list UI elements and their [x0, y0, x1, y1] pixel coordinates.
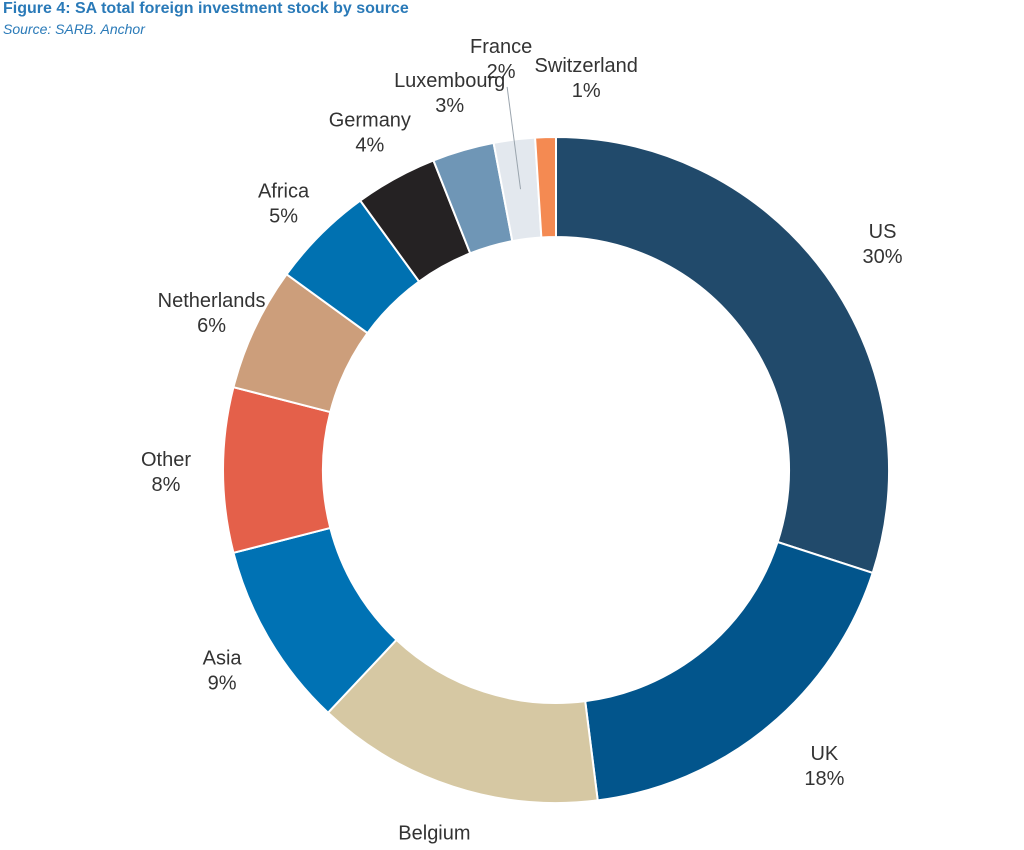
slice-percent: 3% [435, 95, 464, 117]
slice-label-france: France 2% [470, 36, 532, 83]
leader-line-france [506, 86, 522, 190]
slice-percent: 5% [269, 206, 298, 228]
slice-label-africa: Africa 5% [258, 181, 310, 228]
slice-label-other: Other 8% [141, 449, 191, 496]
slice-name: France [470, 36, 532, 58]
slice-label-uk: UK 18% [804, 743, 844, 790]
slice-label-us: US 30% [863, 221, 903, 268]
slice-name: UK [810, 743, 838, 765]
slice-percent: 8% [152, 474, 181, 496]
slice-percent: 18% [804, 768, 844, 790]
slice-name: Netherlands [158, 290, 266, 312]
slice-name: Germany [329, 109, 411, 131]
slice-name: Other [141, 449, 191, 471]
slice-name: US [869, 221, 897, 243]
slice-label-germany: Germany 4% [329, 109, 411, 156]
slice-labels: US 30% UK 18% Belgium 14% Asia 9% Other 8% Netherl… [141, 36, 903, 850]
slice-name: Africa [258, 181, 310, 203]
slice-label-luxembourg: Luxembourg 3% [394, 70, 505, 117]
slice-percent: 9% [208, 672, 237, 694]
chart-title: Figure 4: SA total foreign investment st… [3, 0, 409, 17]
slice-label-belgium: Belgium 14% [398, 823, 470, 850]
slice-percent: 4% [355, 134, 384, 156]
slice-label-asia: Asia 9% [203, 647, 243, 694]
slice-percent: 6% [197, 315, 226, 337]
donut-slices [222, 135, 891, 804]
slice-name: Belgium [398, 823, 470, 845]
slice-percent: 14% [414, 848, 454, 850]
leader-lines [506, 86, 522, 190]
slice-percent: 1% [572, 80, 601, 102]
slice-name: Luxembourg [394, 70, 505, 92]
slice-label-netherlands: Netherlands 6% [158, 290, 266, 337]
slice-percent: 30% [863, 246, 903, 268]
slice-other [222, 385, 332, 555]
slice-name: Switzerland [535, 55, 638, 77]
slice-percent: 2% [487, 61, 516, 83]
slice-label-switzerland: Switzerland 1% [535, 55, 638, 102]
slice-switzerland [534, 135, 557, 239]
slice-name: Asia [203, 647, 243, 669]
slice-us [555, 135, 891, 575]
chart-source: Source: SARB. Anchor [3, 21, 145, 37]
